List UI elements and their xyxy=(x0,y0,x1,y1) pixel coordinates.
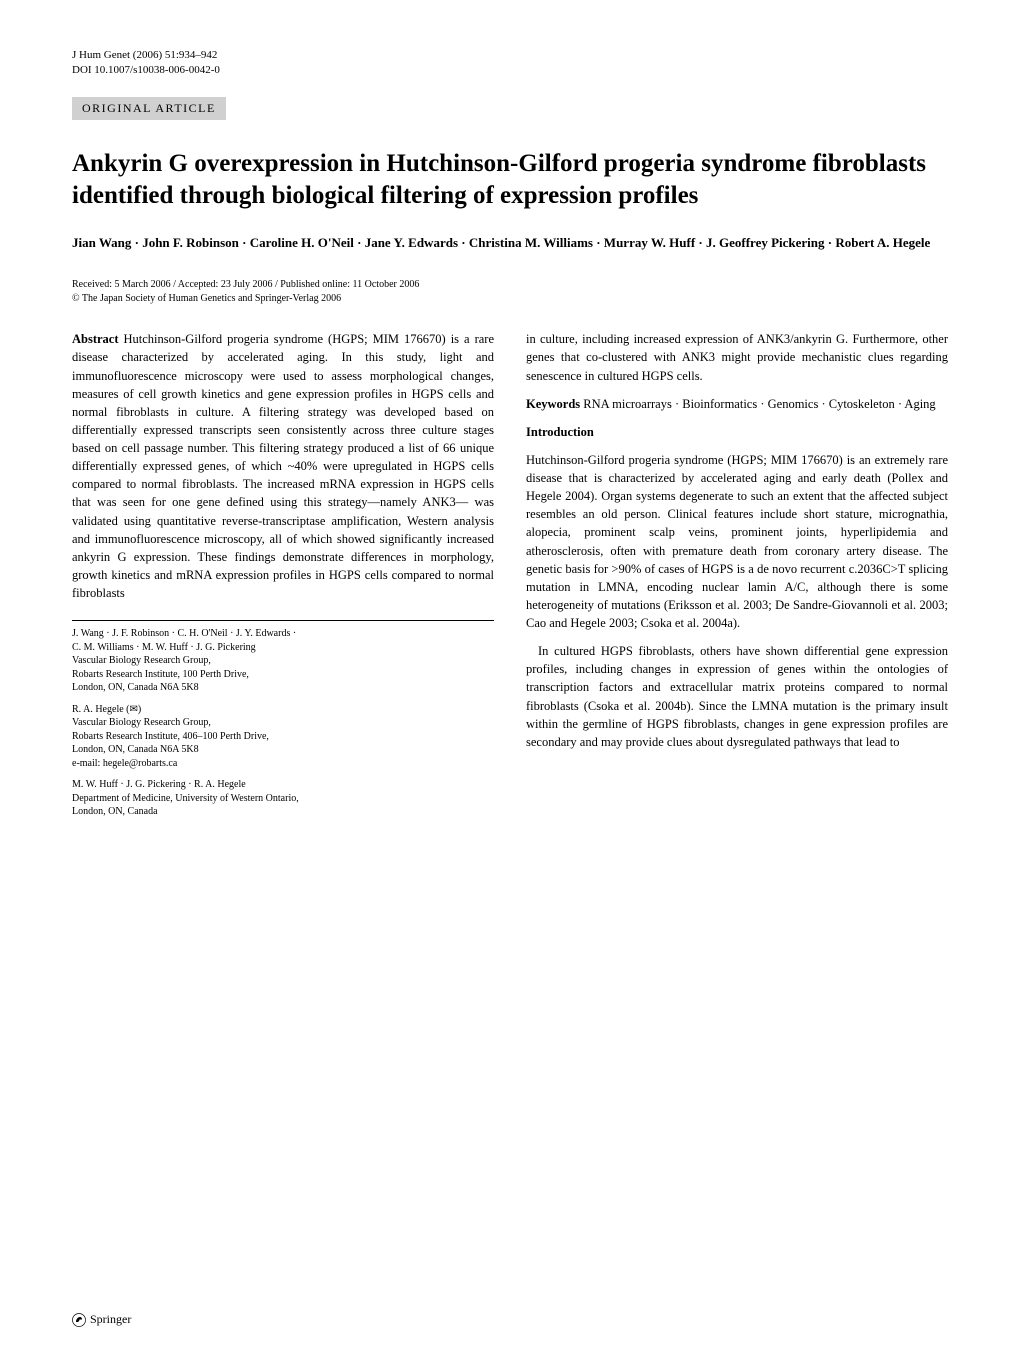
footnote-block-1: J. Wang · J. F. Robinson · C. H. O'Neil … xyxy=(72,627,494,695)
footnote-line: R. A. Hegele (✉) xyxy=(72,704,141,715)
footnote-line: London, ON, Canada N6A 5K8 xyxy=(72,744,199,755)
springer-logo: Springer xyxy=(72,1312,131,1327)
footnote-line: Vascular Biology Research Group, xyxy=(72,717,211,728)
copyright-line: © The Japan Society of Human Genetics an… xyxy=(72,292,948,306)
abstract-continuation: in culture, including increased expressi… xyxy=(526,330,948,384)
journal-line: J Hum Genet (2006) 51:934–942 xyxy=(72,48,948,63)
abstract-text: Hutchinson-Gilford progeria syndrome (HG… xyxy=(72,332,494,600)
left-column: Abstract Hutchinson-Gilford progeria syn… xyxy=(72,330,494,826)
author-list: Jian Wang · John F. Robinson · Caroline … xyxy=(72,233,948,253)
journal-header: J Hum Genet (2006) 51:934–942 DOI 10.100… xyxy=(72,48,948,79)
section-label: ORIGINAL ARTICLE xyxy=(72,97,226,120)
footnote-block-2: R. A. Hegele (✉) Vascular Biology Resear… xyxy=(72,703,494,771)
springer-label: Springer xyxy=(90,1312,131,1327)
author-footnotes: J. Wang · J. F. Robinson · C. H. O'Neil … xyxy=(72,620,494,819)
footnote-line: Robarts Research Institute, 406–100 Pert… xyxy=(72,731,269,742)
footnote-line: e-mail: hegele@robarts.ca xyxy=(72,758,177,769)
abstract-paragraph: Abstract Hutchinson-Gilford progeria syn… xyxy=(72,330,494,602)
footnote-block-3: M. W. Huff · J. G. Pickering · R. A. Heg… xyxy=(72,778,494,819)
keywords-label: Keywords xyxy=(526,397,580,411)
right-column: in culture, including increased expressi… xyxy=(526,330,948,826)
footnote-line: M. W. Huff · J. G. Pickering · R. A. Heg… xyxy=(72,779,246,790)
publication-dates: Received: 5 March 2006 / Accepted: 23 Ju… xyxy=(72,278,948,306)
footnote-line: Robarts Research Institute, 100 Perth Dr… xyxy=(72,669,249,680)
footnote-line: J. Wang · J. F. Robinson · C. H. O'Neil … xyxy=(72,628,296,639)
springer-horse-icon xyxy=(72,1313,86,1327)
footnote-line: London, ON, Canada xyxy=(72,806,158,817)
footnote-line: London, ON, Canada N6A 5K8 xyxy=(72,682,199,693)
intro-paragraph-1: Hutchinson-Gilford progeria syndrome (HG… xyxy=(526,451,948,632)
two-column-body: Abstract Hutchinson-Gilford progeria syn… xyxy=(72,330,948,826)
footnote-line: C. M. Williams · M. W. Huff · J. G. Pick… xyxy=(72,642,256,653)
keywords-paragraph: Keywords RNA microarrays · Bioinformatic… xyxy=(526,395,948,413)
received-line: Received: 5 March 2006 / Accepted: 23 Ju… xyxy=(72,278,948,292)
footnote-line: Vascular Biology Research Group, xyxy=(72,655,211,666)
doi-line: DOI 10.1007/s10038-006-0042-0 xyxy=(72,63,948,78)
intro-paragraph-2: In cultured HGPS fibroblasts, others hav… xyxy=(526,642,948,751)
keywords-text: RNA microarrays · Bioinformatics · Genom… xyxy=(580,397,936,411)
abstract-label: Abstract xyxy=(72,332,119,346)
introduction-heading: Introduction xyxy=(526,423,948,441)
footnote-line: Department of Medicine, University of We… xyxy=(72,793,299,804)
article-title: Ankyrin G overexpression in Hutchinson-G… xyxy=(72,148,948,213)
